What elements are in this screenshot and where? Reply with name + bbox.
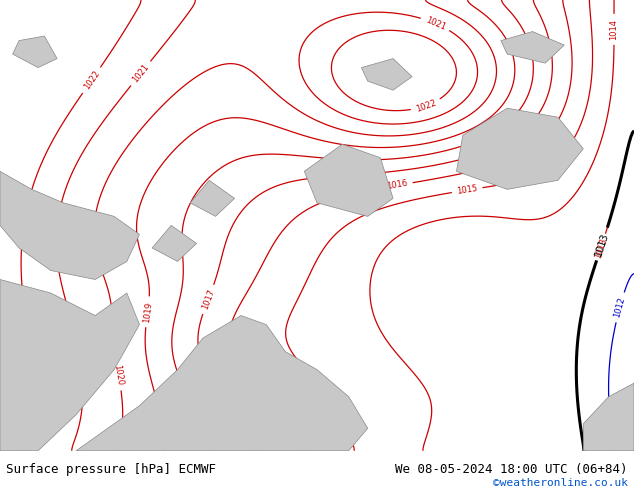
Text: Surface pressure [hPa] ECMWF: Surface pressure [hPa] ECMWF	[6, 463, 216, 476]
Text: 1020: 1020	[113, 364, 125, 386]
Text: 1019: 1019	[142, 301, 153, 323]
Polygon shape	[501, 31, 564, 63]
Polygon shape	[456, 108, 583, 189]
Polygon shape	[304, 144, 393, 217]
Text: 1022: 1022	[415, 98, 437, 114]
Polygon shape	[361, 59, 412, 90]
Polygon shape	[152, 225, 197, 262]
Text: 1021: 1021	[131, 62, 151, 84]
Text: ©weatheronline.co.uk: ©weatheronline.co.uk	[493, 478, 628, 488]
Polygon shape	[583, 383, 634, 451]
Text: 1014: 1014	[609, 19, 619, 40]
Polygon shape	[13, 36, 57, 68]
Text: 1013: 1013	[593, 237, 608, 260]
Text: 1018: 1018	[183, 393, 200, 416]
Text: 1013: 1013	[593, 231, 611, 257]
Polygon shape	[0, 172, 139, 279]
Text: 1022: 1022	[82, 69, 101, 92]
Polygon shape	[0, 279, 139, 451]
Text: 1016: 1016	[386, 179, 408, 192]
Text: 1017: 1017	[200, 288, 216, 311]
Polygon shape	[190, 180, 235, 217]
Text: 1012: 1012	[613, 296, 627, 318]
Polygon shape	[76, 316, 368, 451]
Text: 1015: 1015	[456, 184, 478, 196]
Text: We 08-05-2024 18:00 UTC (06+84): We 08-05-2024 18:00 UTC (06+84)	[395, 463, 628, 476]
Text: 1021: 1021	[424, 15, 447, 32]
